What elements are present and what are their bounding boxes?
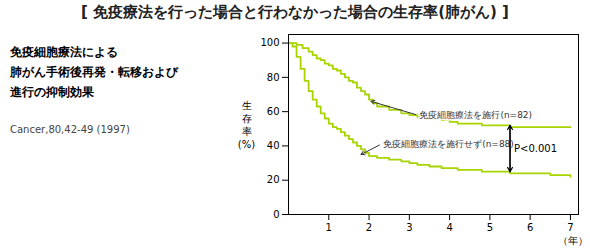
svg-text:20: 20	[267, 174, 280, 185]
svg-text:60: 60	[267, 106, 280, 117]
html-text:Cancer,80,42-49 (1997): Cancer,80,42-49 (1997)	[10, 124, 130, 135]
svg-text:6: 6	[527, 222, 533, 233]
svg-text:5: 5	[487, 222, 493, 233]
svg-text:100: 100	[260, 37, 279, 48]
svg-text:1: 1	[326, 222, 332, 233]
svg-text:7: 7	[567, 222, 573, 233]
html-text:[ 免疫療法を行った場合と行わなかった場合の生存率(肺がん): [ 免疫療法を行った場合と行わなかった場合の生存率(肺がん) ]	[81, 3, 509, 21]
svg-text:免疫細胞療法を施行せず(n=88): 免疫細胞療法を施行せず(n=88)	[383, 139, 514, 149]
svg-text:2: 2	[366, 222, 372, 233]
svg-text:4: 4	[446, 222, 452, 233]
html-text:進行の抑制効果: 進行の抑制効果	[10, 85, 94, 99]
svg-text:（年）: （年）	[558, 235, 588, 246]
svg-text:40: 40	[267, 140, 280, 151]
svg-text:P<0.001: P<0.001	[514, 143, 557, 154]
html-text:肺がん手術後再発・転移および: 肺がん手術後再発・転移および	[10, 65, 178, 79]
svg-text:0: 0	[273, 209, 279, 220]
svg-text:生存率(%): 生存率(%)	[238, 100, 255, 150]
svg-text:免疫細胞療法を施行(n=82): 免疫細胞療法を施行(n=82)	[419, 110, 532, 120]
svg-text:80: 80	[267, 72, 280, 83]
svg-text:3: 3	[406, 222, 412, 233]
html-text:免疫細胞療法による: 免疫細胞療法による	[10, 45, 118, 59]
